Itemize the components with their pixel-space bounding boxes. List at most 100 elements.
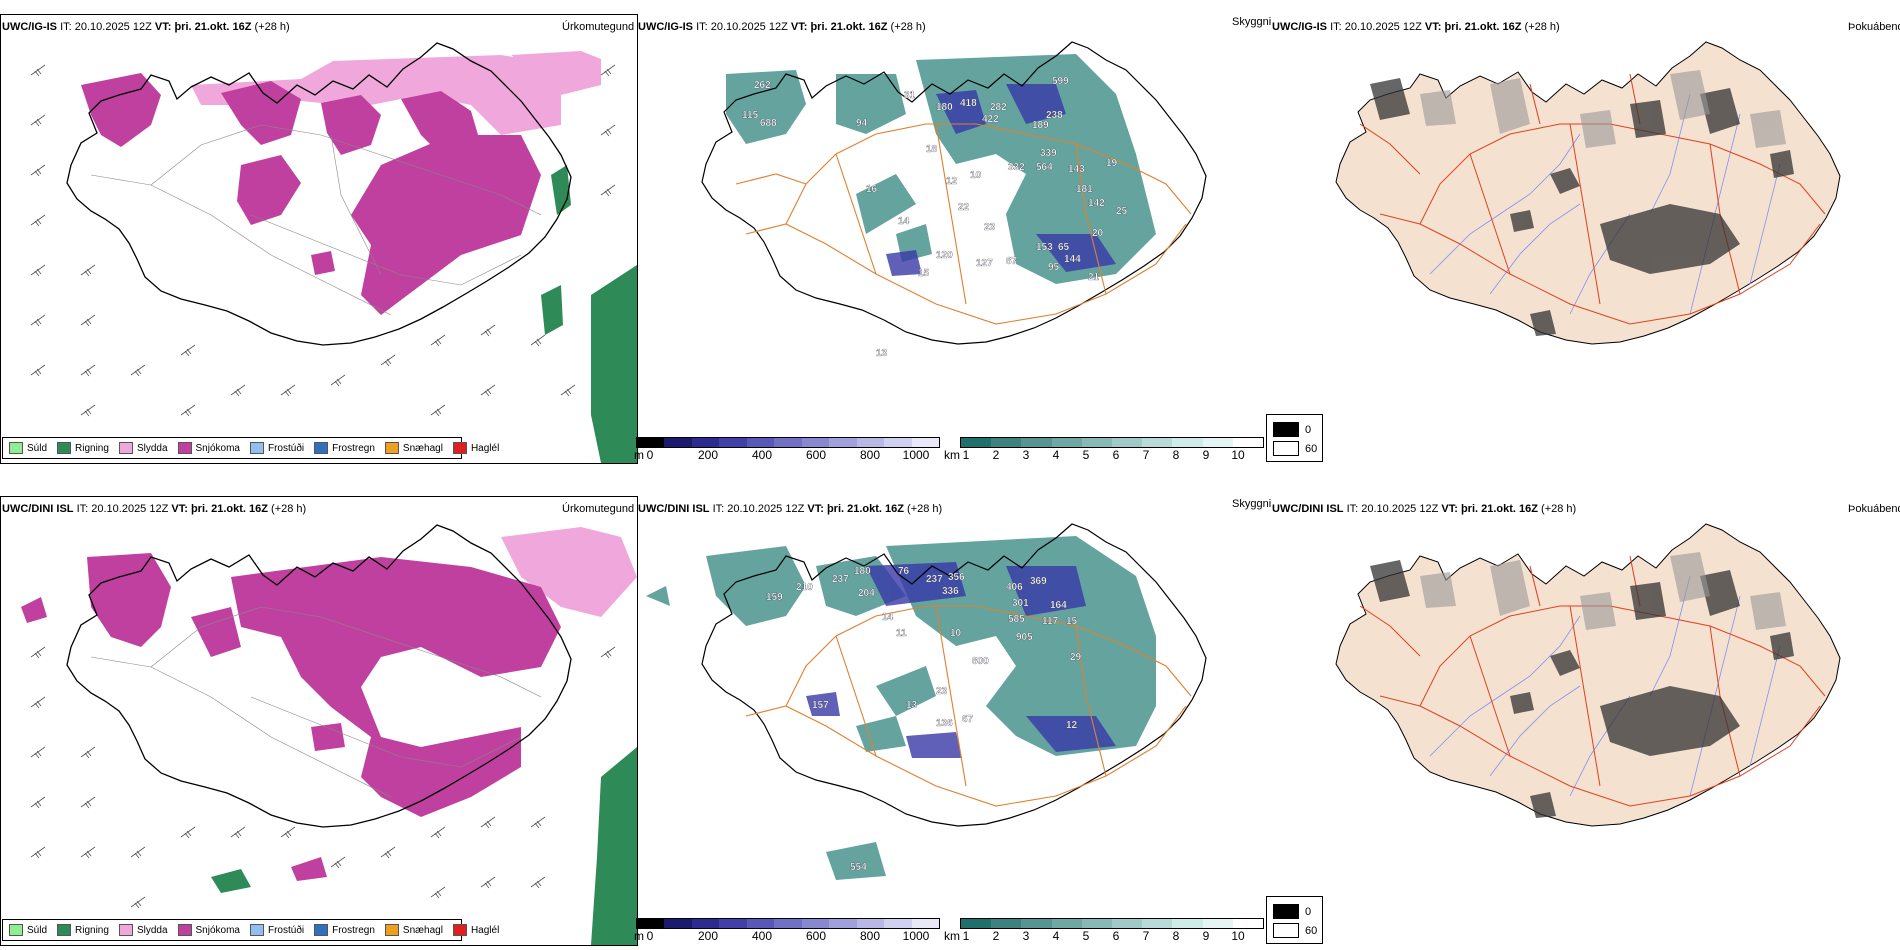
legend-item: Frostregn xyxy=(314,924,375,936)
legend-swatch xyxy=(9,924,23,936)
cbar-cell xyxy=(746,919,775,928)
legend-swatch xyxy=(314,442,329,454)
precip-legend-bottom: Súld Rigning Slydda Snjókoma Frostúði Fr… xyxy=(2,919,499,941)
cbar-cell xyxy=(637,438,665,447)
fog-index-label-top: Þokuábendi xyxy=(1848,21,1900,33)
cbar-cell xyxy=(1142,919,1173,928)
cbar-cell xyxy=(829,919,857,928)
fog-title-bottom: UWC/DINI ISL IT: 20.10.2025 12Z VT: þri.… xyxy=(1272,503,1577,515)
cbar-cell xyxy=(1232,919,1264,928)
fog-swatch-white xyxy=(1273,923,1299,938)
cloud-title-top: UWC/IG-IS IT: 20.10.2025 12Z VT: þri. 21… xyxy=(638,21,926,33)
ceiling-unit-bottom: m xyxy=(634,929,644,943)
legend-swatch xyxy=(249,442,264,454)
ceiling-unit-top: m xyxy=(634,448,644,462)
cbar-cell xyxy=(1051,919,1082,928)
cbar-cell xyxy=(991,919,1022,928)
legend-item: Haglél xyxy=(452,442,499,454)
cbar-cell xyxy=(691,438,720,447)
cloud-map-bottom xyxy=(636,496,1266,944)
legend-swatch xyxy=(384,924,399,936)
visibility-ticks-bottom: 1 2 3 4 5 6 7 8 9 10 xyxy=(962,929,1245,943)
cloud-map-top xyxy=(636,14,1266,462)
legend-item: Snæhagl xyxy=(384,924,443,936)
precip-type-label-bottom: Úrkomutegund xyxy=(562,503,635,515)
visibility-label-top: Skyggni xyxy=(1232,16,1272,28)
fog-swatch-black xyxy=(1273,904,1299,919)
legend-item: Frostúði xyxy=(249,442,304,454)
cbar-cell xyxy=(801,438,830,447)
fog-index-label-bottom: Þokuábendi xyxy=(1848,503,1900,515)
legend-swatch xyxy=(57,924,72,936)
cbar-cell xyxy=(801,919,830,928)
legend-item: Snjókoma xyxy=(177,442,240,454)
legend-item: Rigning xyxy=(57,442,109,454)
cbar-cell xyxy=(1112,919,1143,928)
precip-map-top xyxy=(1,15,637,463)
legend-swatch xyxy=(9,442,23,454)
cloud-title-bottom: UWC/DINI ISL IT: 20.10.2025 12Z VT: þri.… xyxy=(638,503,943,515)
cbar-cell xyxy=(664,919,692,928)
cbar-cell xyxy=(856,919,885,928)
fog-legend-bottom: 0 60 xyxy=(1266,896,1323,944)
visibility-ticks-top: 1 2 3 4 5 6 7 8 9 10 xyxy=(962,448,1245,462)
cbar-cell xyxy=(961,438,992,447)
cbar-cell xyxy=(884,919,912,928)
fog-legend-top: 0 60 xyxy=(1266,414,1323,462)
cbar-cell xyxy=(691,919,720,928)
precip-map-bottom xyxy=(1,497,637,945)
precip-panel-top xyxy=(0,14,638,464)
legend-swatch xyxy=(118,442,133,454)
fog-title-top: UWC/IG-IS IT: 20.10.2025 12Z VT: þri. 21… xyxy=(1272,21,1560,33)
cbar-cell xyxy=(774,919,802,928)
precip-title-bottom: UWC/DINI ISL IT: 20.10.2025 12Z VT: þri.… xyxy=(2,503,307,515)
cbar-cell xyxy=(911,438,939,447)
precip-type-label-top: Úrkomutegund xyxy=(562,21,635,33)
cbar-cell xyxy=(829,438,857,447)
legend-swatch xyxy=(249,924,264,936)
cbar-cell xyxy=(1202,919,1233,928)
ceiling-ticks-bottom: 0 200 400 600 800 1000 xyxy=(646,929,930,943)
cbar-cell xyxy=(856,438,885,447)
legend-item: Frostúði xyxy=(249,924,304,936)
precip-title-top: UWC/IG-IS IT: 20.10.2025 12Z VT: þri. 21… xyxy=(2,21,290,33)
legend-swatch xyxy=(452,442,467,454)
cbar-cell xyxy=(1232,438,1264,447)
legend-item: Súld xyxy=(9,442,47,454)
legend-swatch xyxy=(177,442,192,454)
cbar-cell xyxy=(1112,438,1143,447)
fog-panel-bottom xyxy=(1270,496,1900,896)
cbar-cell xyxy=(961,919,992,928)
cbar-cell xyxy=(1081,919,1113,928)
fog-swatch-black xyxy=(1273,422,1299,437)
cbar-cell xyxy=(1202,438,1233,447)
precip-panel-bottom xyxy=(0,496,638,946)
cbar-cell xyxy=(1172,438,1203,447)
cbar-cell xyxy=(1021,438,1052,447)
legend-swatch xyxy=(177,924,192,936)
precip-legend-top: Súld Rigning Slydda Snjókoma Frostúði Fr… xyxy=(2,437,499,459)
legend-swatch xyxy=(384,442,399,454)
cbar-cell xyxy=(774,438,802,447)
legend-item: Snjókoma xyxy=(177,924,240,936)
ceiling-ticks-top: 0 200 400 600 800 1000 xyxy=(646,448,930,462)
cbar-cell xyxy=(991,438,1022,447)
legend-swatch xyxy=(452,924,467,936)
visibility-label-bottom: Skyggni xyxy=(1232,498,1272,510)
fog-map-top xyxy=(1270,14,1900,414)
cloud-panel-top xyxy=(636,14,1266,462)
legend-swatch xyxy=(314,924,329,936)
cbar-cell xyxy=(719,919,747,928)
legend-item: Slydda xyxy=(118,924,168,936)
cbar-cell xyxy=(1051,438,1082,447)
legend-swatch xyxy=(57,442,72,454)
cbar-cell xyxy=(664,438,692,447)
visibility-unit-bottom: km xyxy=(944,929,960,943)
visibility-unit-top: km xyxy=(944,448,960,462)
legend-item: Haglél xyxy=(452,924,499,936)
cbar-cell xyxy=(1142,438,1173,447)
cbar-cell xyxy=(637,919,665,928)
cbar-cell xyxy=(911,919,939,928)
legend-item: Rigning xyxy=(57,924,109,936)
visibility-colorbar-top xyxy=(960,437,1264,448)
